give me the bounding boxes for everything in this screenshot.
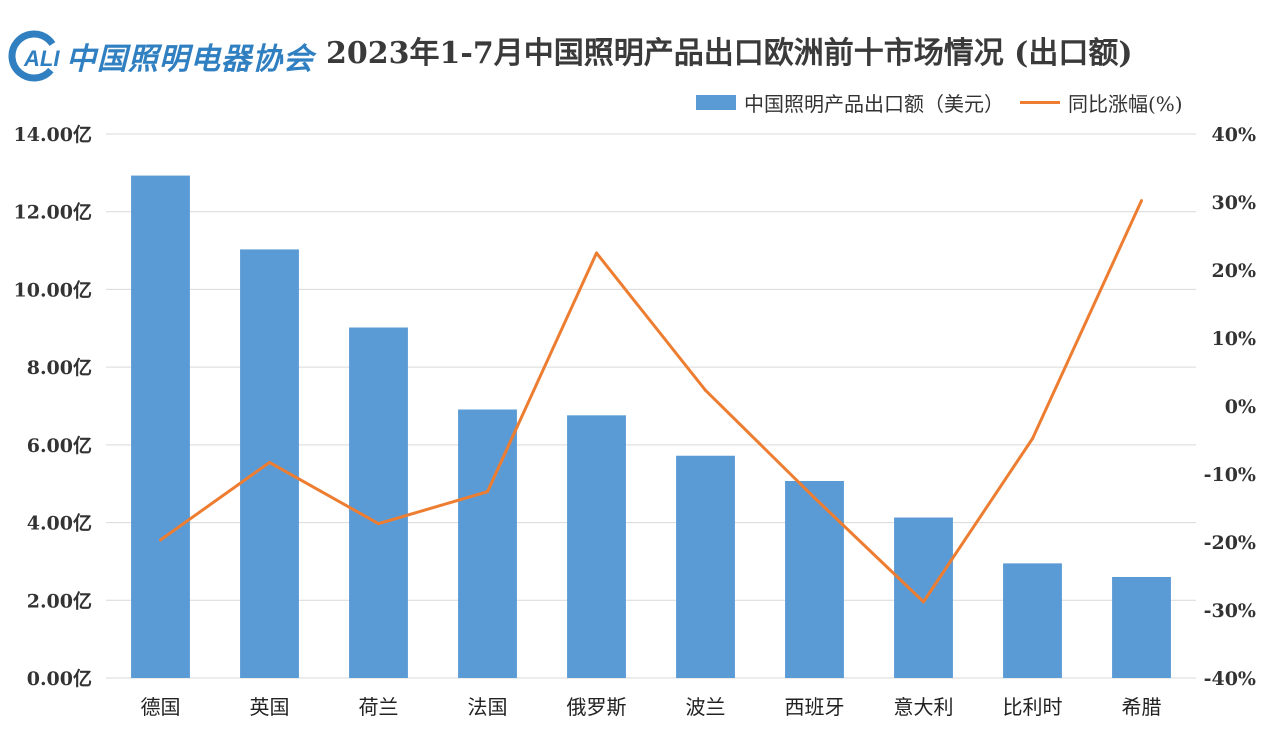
left-tick-label: 8.00亿 [27,356,92,379]
bar [349,327,408,678]
left-tick-label: 6.00亿 [27,434,92,457]
right-tick-label: -10% [1204,464,1256,486]
left-tick-label: 10.00亿 [14,278,93,301]
bar [676,455,735,678]
right-tick-label: 10% [1212,328,1257,350]
line-point [268,460,271,464]
category-labels: 德国 英国 荷兰 法国 俄罗斯 波兰 西班牙 意大利 比利时 希腊 [141,695,1162,719]
logo-mark-text: ALI [23,46,60,71]
category-label: 法国 [468,695,508,719]
category-label: 意大利 [894,695,954,719]
left-tick-label: 4.00亿 [27,512,92,535]
right-tick-label: 30% [1212,192,1257,214]
legend-bar-swatch [696,94,736,110]
line-point [704,388,707,392]
line-point [159,538,162,542]
line-point [922,600,925,604]
right-tick-label: 0% [1225,396,1256,418]
legend-line-swatch [1020,100,1060,104]
bar [1003,563,1062,678]
category-label: 波兰 [686,695,726,719]
line-point [1140,199,1143,203]
category-label: 英国 [250,695,290,719]
left-tick-label: 14.00亿 [14,123,93,146]
line-point [595,251,598,255]
legend: 中国照明产品出口额（美元） 同比涨幅(%) [696,88,1183,116]
bar [1112,576,1171,678]
line-point [1031,437,1034,441]
chart-title: 2023年1-7月中国照明产品出口欧洲前十市场情况 (出口额) [326,36,1133,71]
right-tick-label: 40% [1212,124,1257,146]
left-tick-label: 12.00亿 [14,201,93,224]
line-point [813,496,816,500]
bar [567,415,626,678]
category-label: 荷兰 [359,695,399,719]
bar [458,409,517,678]
logo-name: 中国照明电器协会 [66,42,314,77]
bar [131,175,190,678]
logo-mark-icon: ALI [8,30,60,82]
left-tick-label: 2.00亿 [27,589,92,612]
category-label: 比利时 [1003,695,1063,719]
right-tick-label: -40% [1204,668,1256,690]
right-axis-ticks: -40% -30% -20% -10% 0% 10% 20% 30% 40% [1204,124,1256,690]
bar-series [131,175,1171,679]
right-tick-label: 20% [1212,260,1257,282]
category-label: 希腊 [1122,695,1162,719]
category-label: 西班牙 [785,695,845,719]
bar [894,517,953,678]
line-series [159,199,1143,604]
legend-line-label: 同比涨幅(%) [1068,91,1183,116]
right-tick-label: -20% [1204,532,1256,554]
left-axis-ticks: 0.00亿 2.00亿 4.00亿 6.00亿 8.00亿 10.00亿 12.00亿 14.… [14,123,93,690]
line-point [486,490,489,494]
right-tick-label: -30% [1204,600,1256,622]
category-label: 德国 [141,695,181,719]
growth-line [159,200,1143,604]
category-label: 俄罗斯 [567,695,627,719]
left-tick-label: 0.00亿 [27,667,92,690]
legend-bar-label: 中国照明产品出口额（美元） [744,91,1004,116]
bar [785,480,844,678]
line-point [377,522,380,526]
logo: ALI 中国照明电器协会 [8,28,313,84]
